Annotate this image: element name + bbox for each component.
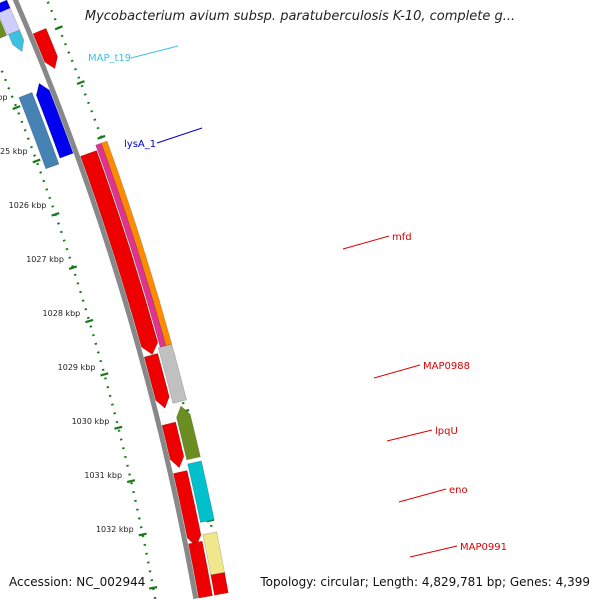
callout-line [342, 235, 390, 250]
callout-line [398, 488, 447, 503]
gene-label[interactable]: MAP0991 [460, 542, 507, 553]
gene-label[interactable]: lpqU [435, 426, 458, 437]
feature-red-5 [188, 540, 213, 599]
major-tick [126, 479, 136, 484]
gene-label[interactable]: MAP_t19 [88, 53, 131, 64]
feature-track [0, 0, 229, 599]
callout-line [409, 545, 458, 558]
callout-line [386, 429, 433, 442]
major-tick [149, 586, 158, 590]
major-tick [114, 425, 123, 430]
feature-red-4 [173, 470, 202, 547]
lysA-1-feature [36, 82, 74, 159]
gene-label[interactable]: lysA_1 [124, 139, 156, 150]
major-tick [100, 372, 109, 377]
feature-red-3 [161, 421, 185, 469]
scale-tick-label: 1026 kbp [9, 201, 47, 210]
major-tick [32, 158, 41, 164]
scale-tick-label: 1027 kbp [26, 255, 64, 264]
map0991-feature [202, 531, 225, 576]
feature-red-2 [143, 353, 170, 409]
eno-feature [187, 460, 215, 523]
scale-tick-label: 1029 kbp [58, 363, 96, 372]
major-tick [97, 134, 106, 140]
accession-text: Accession: NC_002944 [9, 575, 146, 589]
scale-tick-label: 1024 kbp [0, 93, 7, 102]
gene-label[interactable]: MAP0988 [423, 361, 470, 372]
lpqu-feature [176, 405, 201, 461]
feature-steelblue [18, 91, 60, 170]
major-tick [138, 532, 147, 537]
callout-line [130, 45, 179, 59]
callout-line [156, 127, 203, 144]
scale-tick-label: 1032 kbp [96, 525, 134, 534]
feature-red-1 [32, 28, 58, 70]
map-t19-feature [8, 29, 25, 53]
map0988-feature [157, 343, 187, 404]
backbone [12, 0, 199, 600]
backbone-ring [12, 0, 199, 600]
callout-line [373, 364, 421, 379]
major-tick [76, 80, 85, 86]
feature-olive-top [0, 18, 8, 39]
scale-tick-label: 1030 kbp [72, 417, 110, 426]
map-title: Mycobacterium avium subsp. paratuberculo… [84, 9, 516, 24]
gene-label[interactable]: eno [449, 485, 468, 496]
major-tick [54, 25, 63, 31]
major-tick [12, 105, 21, 111]
major-tick [85, 318, 94, 324]
scale-tick-label: 1028 kbp [43, 309, 81, 318]
major-tick [68, 265, 78, 270]
genome-summary: Topology: circular; Length: 4,829,781 bp… [260, 575, 590, 589]
gene-label[interactable]: mfd [392, 232, 412, 243]
major-tick [51, 211, 60, 217]
scale-tick-label: 1031 kbp [84, 471, 122, 480]
mfd-feature [80, 150, 159, 355]
scale-tick-label: 1025 kbp [0, 147, 28, 156]
feature-red-6 [210, 572, 229, 596]
